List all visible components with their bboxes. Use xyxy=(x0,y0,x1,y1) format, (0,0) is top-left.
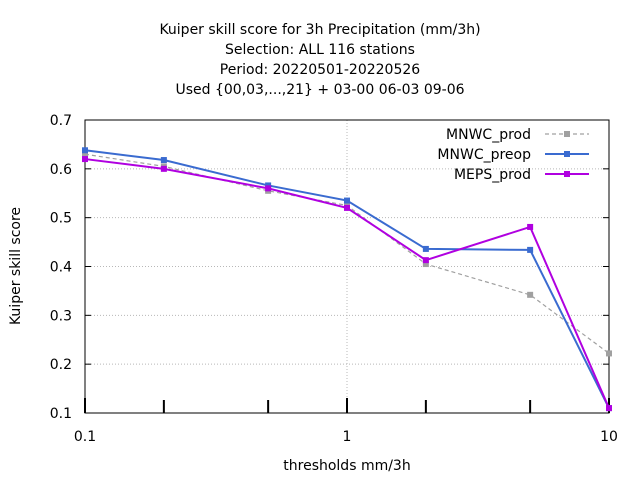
chart-title-line-3: Period: 20220501-20220526 xyxy=(219,62,421,78)
x-tick-label: 1 xyxy=(343,429,352,445)
data-point-MEPS_prod xyxy=(606,405,612,412)
data-point-MEPS_prod xyxy=(82,156,88,163)
data-point-MEPS_prod xyxy=(527,223,534,230)
y-tick-label: 0.7 xyxy=(50,113,72,129)
legend-label: MNWC_prod xyxy=(446,127,531,143)
data-point-MEPS_prod xyxy=(160,165,167,172)
legend-label: MNWC_preop xyxy=(437,147,531,163)
series-layer xyxy=(82,147,612,412)
data-point-MEPS_prod xyxy=(422,257,429,264)
data-point-MNWC_preop xyxy=(344,197,350,204)
data-point-MNWC_prod xyxy=(422,261,429,268)
x-tick-label: 0.1 xyxy=(74,429,96,445)
y-tick-label: 0.6 xyxy=(50,162,72,178)
data-point-MEPS_prod xyxy=(344,204,350,211)
data-point-MEPS_prod xyxy=(265,185,272,192)
legend: MNWC_prod MNWC_preop MEPS_prod xyxy=(437,127,589,183)
data-point-MNWC_prod xyxy=(82,151,88,158)
legend-label: MEPS_prod xyxy=(454,167,531,183)
tick-labels: 0.1 0.2 0.3 0.4 0.5 0.6 0.7 0.1 1 10 xyxy=(50,113,618,445)
x-tick-label: 10 xyxy=(600,429,618,445)
y-tick-label: 0.4 xyxy=(50,260,72,276)
data-point-MNWC_preop xyxy=(422,245,429,252)
plot-frame xyxy=(84,119,610,414)
chart-title-line-1: Kuiper skill score for 3h Precipitation … xyxy=(159,22,481,38)
y-tick-label: 0.2 xyxy=(50,357,72,373)
chart-title-line-2: Selection: ALL 116 stations xyxy=(225,42,415,58)
chart-title-line-4: Used {00,03,...,21} + 03-00 06-03 09-06 xyxy=(175,82,465,98)
y-tick-label: 0.1 xyxy=(50,406,72,422)
series-line-MEPS_prod xyxy=(84,158,610,409)
legend-marker xyxy=(564,131,570,137)
x-minor-ticks xyxy=(162,400,532,413)
data-point-MNWC_preop xyxy=(160,157,167,164)
data-point-MNWC_prod xyxy=(606,350,612,357)
x-axis-label: thresholds mm/3h xyxy=(283,458,410,474)
y-axis-label: Kuiper skill score xyxy=(8,207,24,325)
series-line-MNWC_prod xyxy=(84,153,610,354)
data-point-MNWC_preop xyxy=(527,246,534,253)
legend-marker xyxy=(564,171,570,177)
y-tick-label: 0.5 xyxy=(50,211,72,227)
data-point-MNWC_preop xyxy=(82,147,88,154)
legend-marker xyxy=(564,151,570,157)
data-point-MNWC_prod xyxy=(527,291,534,298)
y-tick-label: 0.3 xyxy=(50,308,72,324)
